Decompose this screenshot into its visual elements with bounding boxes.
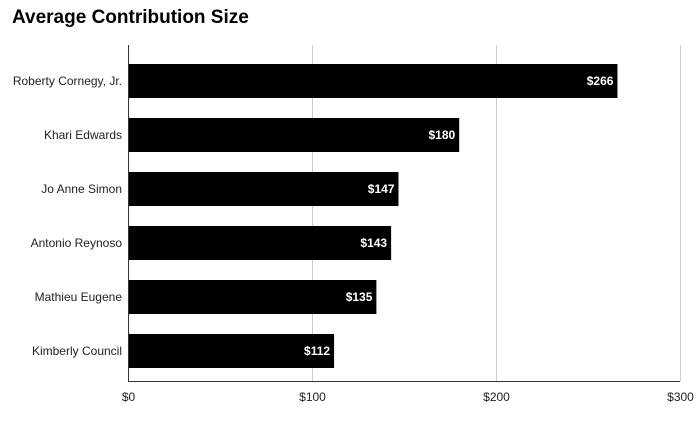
bar bbox=[128, 118, 460, 152]
data-label: $180 bbox=[428, 128, 455, 142]
grid-lines bbox=[312, 45, 681, 381]
data-label: $143 bbox=[360, 236, 387, 250]
bar bbox=[128, 172, 399, 206]
data-label: $135 bbox=[346, 290, 373, 304]
x-axis: $0 $100 $200 $300 bbox=[122, 45, 694, 404]
x-tick-label: $0 bbox=[122, 390, 136, 404]
bar bbox=[128, 334, 335, 368]
x-tick-label: $200 bbox=[483, 390, 510, 404]
category-label: Kimberly Council bbox=[32, 344, 122, 358]
data-label: $266 bbox=[587, 74, 614, 88]
bar bbox=[128, 226, 392, 260]
bar bbox=[128, 64, 618, 98]
x-tick-label: $100 bbox=[299, 390, 326, 404]
category-label: Roberty Cornegy, Jr. bbox=[13, 74, 122, 88]
x-tick-label: $300 bbox=[667, 390, 694, 404]
category-label: Jo Anne Simon bbox=[41, 182, 122, 196]
data-label: $112 bbox=[304, 344, 330, 358]
category-label: Antonio Reynoso bbox=[31, 236, 123, 250]
category-label: Khari Edwards bbox=[44, 128, 122, 142]
bars: Roberty Cornegy, Jr. $266 Khari Edwards $18… bbox=[13, 64, 618, 368]
chart-title: Average Contribution Size bbox=[12, 7, 249, 28]
category-label: Mathieu Eugene bbox=[35, 290, 123, 304]
data-label: $147 bbox=[368, 182, 395, 196]
bar bbox=[128, 280, 377, 314]
